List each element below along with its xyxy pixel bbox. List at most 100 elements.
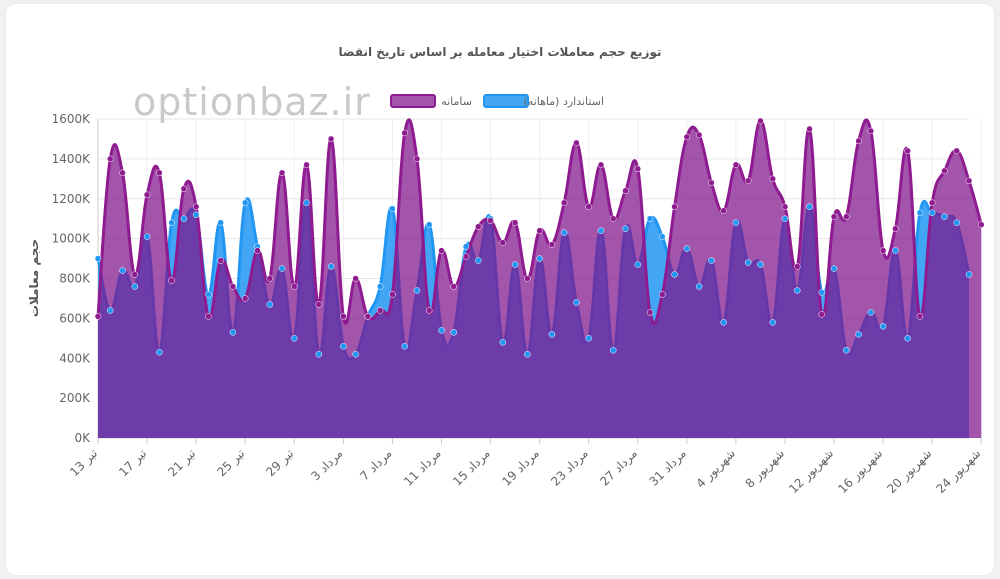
data-point[interactable] xyxy=(303,199,310,206)
data-point[interactable] xyxy=(94,313,102,320)
data-point[interactable] xyxy=(229,283,237,290)
data-point[interactable] xyxy=(634,165,642,173)
data-point[interactable] xyxy=(597,227,605,234)
data-point[interactable] xyxy=(205,313,212,320)
data-point[interactable] xyxy=(511,261,519,268)
data-point[interactable] xyxy=(622,187,629,195)
data-point[interactable] xyxy=(376,307,384,314)
data-point[interactable] xyxy=(646,309,654,316)
data-point[interactable] xyxy=(769,175,776,183)
data-point[interactable] xyxy=(892,225,899,232)
data-point[interactable] xyxy=(254,247,261,254)
data-point[interactable] xyxy=(278,265,286,272)
data-point[interactable] xyxy=(548,331,556,338)
data-point[interactable] xyxy=(413,155,421,163)
data-point[interactable] xyxy=(192,203,200,210)
data-point[interactable] xyxy=(217,219,224,226)
data-point[interactable] xyxy=(818,289,826,296)
data-point[interactable] xyxy=(573,299,580,306)
data-point[interactable] xyxy=(340,313,347,320)
data-point[interactable] xyxy=(695,283,703,290)
data-point[interactable] xyxy=(450,329,458,336)
data-point[interactable] xyxy=(953,219,960,226)
data-point[interactable] xyxy=(291,283,298,290)
data-point[interactable] xyxy=(401,129,408,137)
data-point[interactable] xyxy=(622,225,629,232)
data-point[interactable] xyxy=(401,343,408,350)
data-point[interactable] xyxy=(843,213,850,220)
data-point[interactable] xyxy=(904,147,911,155)
data-point[interactable] xyxy=(315,301,323,308)
data-point[interactable] xyxy=(180,185,188,193)
data-point[interactable] xyxy=(180,215,188,222)
data-point[interactable] xyxy=(131,271,139,278)
data-point[interactable] xyxy=(744,259,752,266)
data-point[interactable] xyxy=(879,247,887,254)
data-point[interactable] xyxy=(94,255,102,262)
data-point[interactable] xyxy=(131,283,139,290)
data-point[interactable] xyxy=(438,247,445,254)
data-point[interactable] xyxy=(143,191,151,199)
data-point[interactable] xyxy=(941,213,948,220)
data-point[interactable] xyxy=(720,207,727,214)
data-point[interactable] xyxy=(867,309,875,316)
data-point[interactable] xyxy=(585,203,592,210)
data-point[interactable] xyxy=(744,177,752,185)
data-point[interactable] xyxy=(462,253,470,260)
data-point[interactable] xyxy=(327,263,335,270)
data-point[interactable] xyxy=(425,221,433,228)
data-point[interactable] xyxy=(806,203,813,210)
data-point[interactable] xyxy=(904,335,911,342)
data-point[interactable] xyxy=(536,227,543,234)
data-point[interactable] xyxy=(352,351,359,358)
data-point[interactable] xyxy=(168,277,175,284)
data-point[interactable] xyxy=(499,339,507,346)
data-point[interactable] xyxy=(241,295,249,302)
data-point[interactable] xyxy=(843,347,850,354)
data-point[interactable] xyxy=(794,263,801,270)
data-point[interactable] xyxy=(757,261,764,268)
data-point[interactable] xyxy=(634,261,642,268)
data-point[interactable] xyxy=(340,343,347,350)
data-point[interactable] xyxy=(573,139,580,147)
data-point[interactable] xyxy=(475,257,482,264)
data-point[interactable] xyxy=(241,199,249,206)
data-point[interactable] xyxy=(781,203,789,210)
data-point[interactable] xyxy=(609,347,617,354)
data-point[interactable] xyxy=(548,241,556,248)
data-point[interactable] xyxy=(536,255,543,262)
data-point[interactable] xyxy=(769,319,776,326)
data-point[interactable] xyxy=(609,215,617,222)
data-point[interactable] xyxy=(217,257,224,264)
data-point[interactable] xyxy=(107,307,114,314)
data-point[interactable] xyxy=(291,335,298,342)
data-point[interactable] xyxy=(916,313,924,320)
data-point[interactable] xyxy=(965,177,973,185)
data-point[interactable] xyxy=(524,351,531,358)
data-point[interactable] xyxy=(855,137,862,145)
data-point[interactable] xyxy=(327,135,335,143)
data-point[interactable] xyxy=(597,161,605,169)
data-point[interactable] xyxy=(413,287,421,294)
data-point[interactable] xyxy=(192,211,200,218)
data-point[interactable] xyxy=(781,215,789,222)
data-point[interactable] xyxy=(671,203,678,210)
data-point[interactable] xyxy=(941,167,948,175)
legend-label[interactable]: استاندارد (ماهانه) xyxy=(524,95,604,108)
data-point[interactable] xyxy=(315,351,323,358)
data-point[interactable] xyxy=(156,349,163,356)
data-point[interactable] xyxy=(855,331,862,338)
data-point[interactable] xyxy=(205,291,212,298)
data-point[interactable] xyxy=(892,247,899,254)
data-point[interactable] xyxy=(450,283,458,290)
data-point[interactable] xyxy=(168,219,175,226)
data-point[interactable] xyxy=(794,287,801,294)
data-point[interactable] xyxy=(278,169,286,177)
data-point[interactable] xyxy=(585,335,592,342)
data-point[interactable] xyxy=(487,217,494,224)
data-point[interactable] xyxy=(511,219,519,226)
data-point[interactable] xyxy=(671,271,678,278)
data-point[interactable] xyxy=(499,239,507,246)
data-point[interactable] xyxy=(708,257,715,264)
data-point[interactable] xyxy=(683,245,691,252)
